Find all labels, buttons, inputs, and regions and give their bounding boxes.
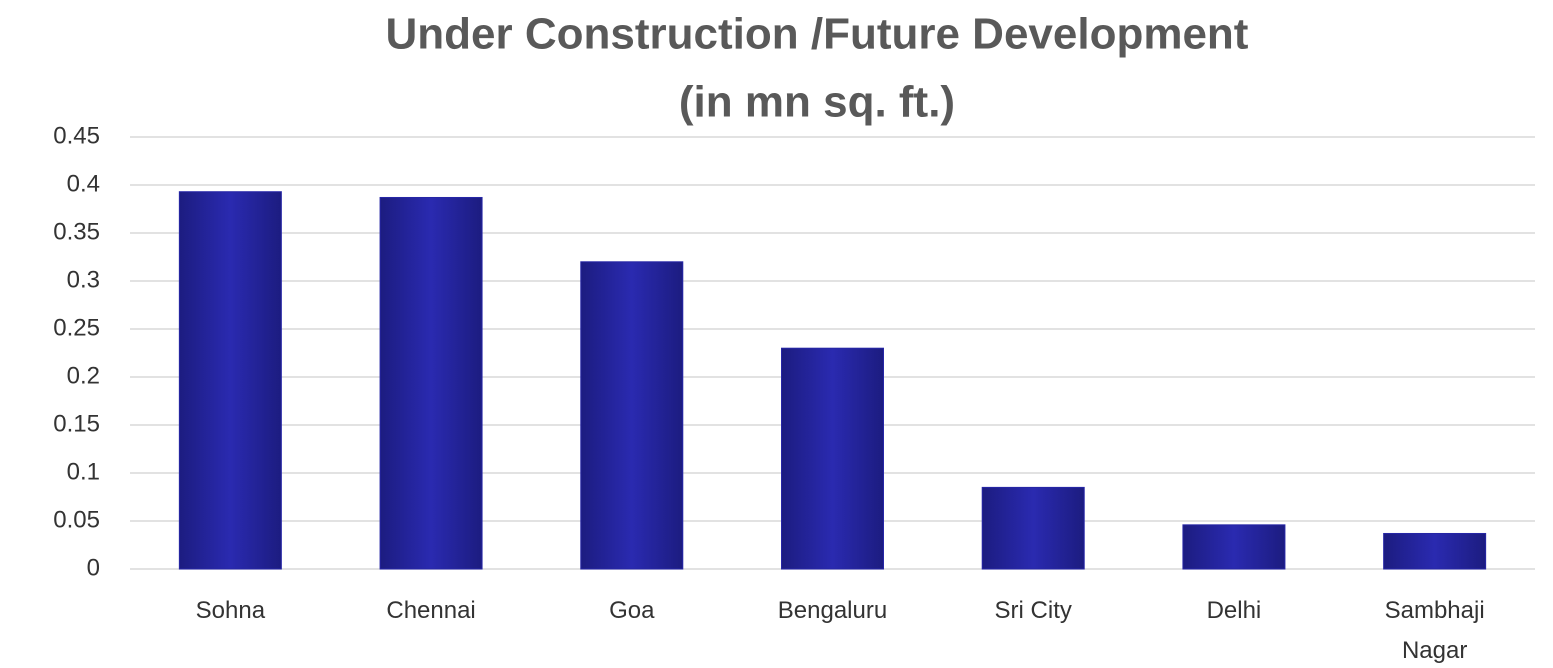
y-tick-label: 0.25 [53, 314, 100, 341]
y-tick-label: 0.45 [53, 122, 100, 149]
y-tick-label: 0.2 [67, 362, 100, 389]
x-tick-label: Goa [609, 597, 655, 624]
x-tick-label: Sambhaji Nagar [1384, 597, 1485, 664]
x-tick-label: Delhi [1206, 597, 1262, 624]
bar [781, 347, 884, 570]
x-tick-label: Chennai [386, 597, 476, 624]
chart-subtitle: (in mn sq. ft.) [679, 78, 955, 127]
bar [1182, 524, 1286, 570]
y-tick-label: 0.35 [53, 218, 100, 245]
x-tick-label: Bengaluru [777, 597, 888, 624]
y-tick-label: 0.05 [53, 506, 100, 533]
bar [1383, 532, 1487, 570]
y-tick-label: 0.15 [53, 410, 100, 437]
bar [379, 196, 483, 570]
chart-title: Under Construction /Future Development [386, 10, 1249, 59]
y-tick-label: 0.3 [67, 266, 100, 293]
bar [178, 191, 282, 570]
bar [981, 486, 1085, 570]
x-tick-label: Sri City [994, 597, 1072, 624]
y-tick-label: 0.4 [67, 170, 100, 197]
x-tick-label: Sohna [195, 597, 266, 624]
bar [580, 261, 684, 570]
y-tick-label: 0.1 [67, 458, 100, 485]
y-tick-label: 0 [87, 554, 100, 581]
